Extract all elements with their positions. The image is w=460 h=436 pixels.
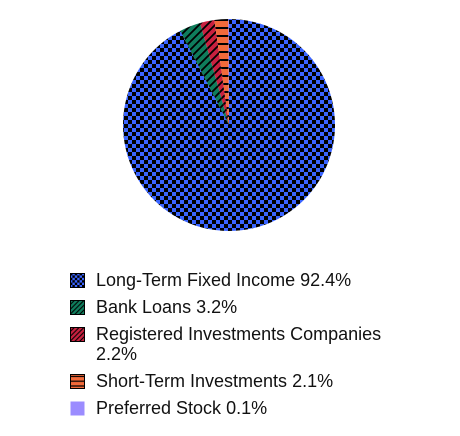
legend-swatch — [70, 300, 85, 315]
legend-item: Preferred Stock 0.1% — [70, 398, 416, 418]
legend-value: 0.1% — [226, 398, 268, 418]
legend-value: 92.4% — [300, 270, 352, 290]
legend: Long-Term Fixed Income 92.4% Bank Loans 3… — [70, 270, 430, 425]
legend-label: Short-Term Investments — [96, 371, 288, 391]
pie-slice — [200, 20, 229, 125]
legend-label: Preferred Stock — [96, 398, 222, 418]
legend-swatch — [70, 273, 85, 288]
pie-slice — [214, 19, 229, 126]
legend-value: 3.2% — [196, 297, 238, 317]
pie-slice — [228, 19, 229, 125]
pie-slice — [180, 23, 229, 125]
pie-chart — [123, 19, 336, 231]
legend-item: Bank Loans 3.2% — [70, 297, 416, 317]
legend-value: 2.1% — [292, 371, 334, 391]
legend-item: Short-Term Investments 2.1% — [70, 371, 416, 391]
legend-item: Long-Term Fixed Income 92.4% — [70, 270, 416, 290]
legend-label: Long-Term Fixed Income — [96, 270, 296, 290]
legend-label: Registered Investments Companies — [96, 324, 382, 344]
legend-label: Bank Loans — [96, 297, 192, 317]
legend-item: Registered Investments Companies 2.2% — [70, 324, 416, 364]
legend-swatch — [70, 401, 85, 416]
legend-swatch — [70, 327, 85, 342]
legend-value: 2.2% — [96, 344, 138, 364]
legend-swatch — [70, 374, 85, 389]
